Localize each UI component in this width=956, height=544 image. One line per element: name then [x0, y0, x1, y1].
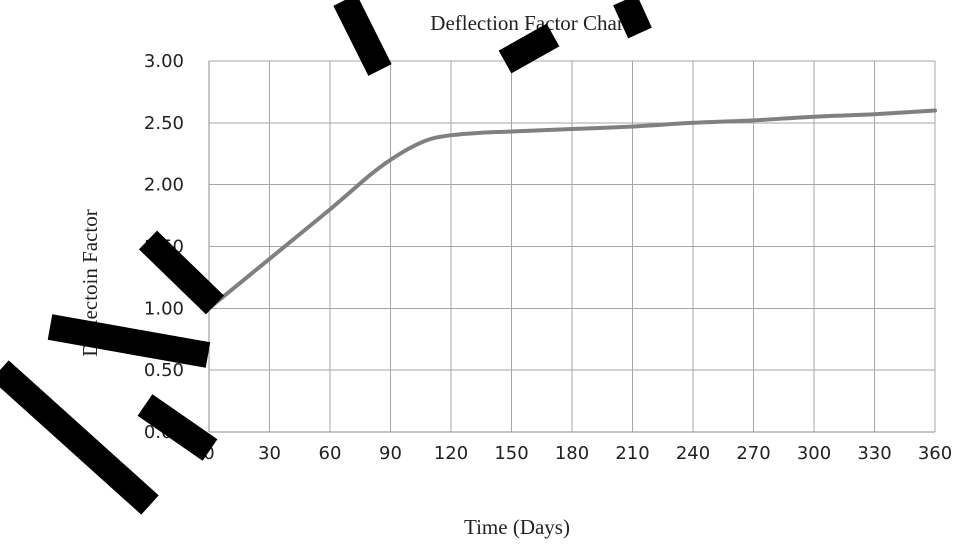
grid-lines — [208, 60, 936, 433]
y-tick-label: 0.50 — [144, 360, 184, 381]
x-tick-label: 360 — [918, 443, 952, 464]
x-tick-label: 300 — [797, 443, 831, 464]
x-tick-label: 270 — [736, 443, 770, 464]
tick-labels: 0 30 60 90 120 150 180 210 240 270 300 330 3600.000.… — [144, 51, 952, 464]
series-line — [207, 108, 937, 311]
y-tick-label: 1.00 — [144, 298, 184, 319]
y-tick-label: 2.50 — [144, 113, 184, 134]
y-tick-label: 3.00 — [144, 51, 184, 72]
x-tick-label: 210 — [615, 443, 649, 464]
x-tick-label: 0 — [203, 443, 214, 464]
y-tick-label: 2.00 — [144, 175, 184, 196]
x-tick-label: 330 — [857, 443, 891, 464]
series-layer — [207, 108, 937, 311]
x-tick-label: 60 — [319, 443, 342, 464]
x-tick-label: 120 — [434, 443, 468, 464]
x-tick-label: 180 — [555, 443, 589, 464]
watermark-strokes — [0, 0, 652, 515]
x-tick-label: 30 — [258, 443, 281, 464]
x-tick-label: 240 — [676, 443, 710, 464]
chart-title: Deflection Factor Chart — [430, 11, 630, 35]
x-axis-title: Time (Days) — [464, 515, 570, 539]
x-tick-label: 90 — [379, 443, 402, 464]
x-tick-label: 150 — [494, 443, 528, 464]
